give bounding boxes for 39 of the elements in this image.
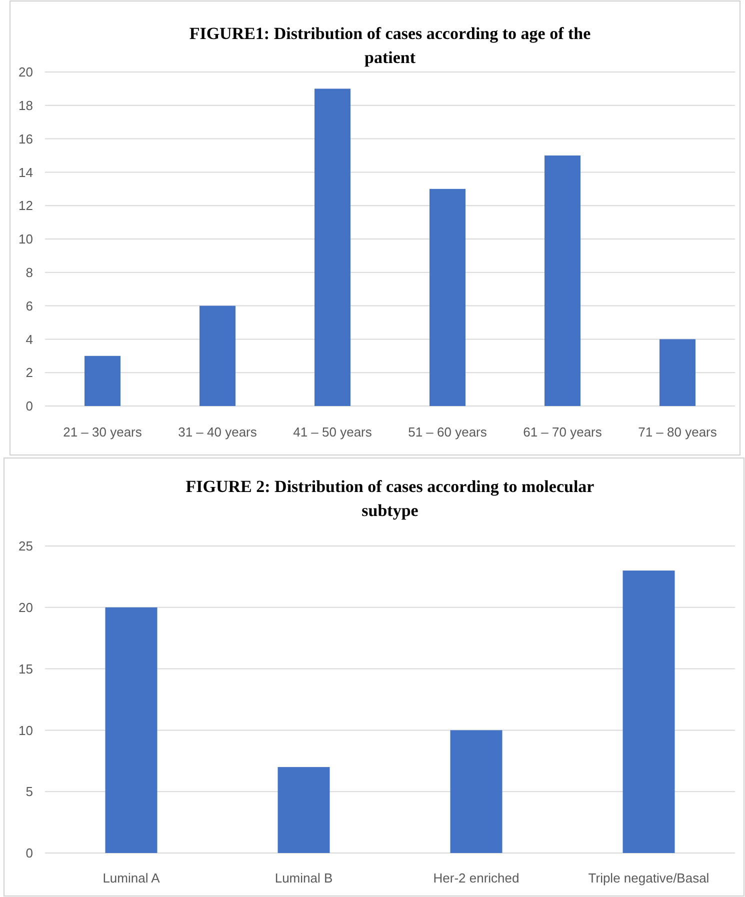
y-tick-label: 4 bbox=[26, 332, 33, 347]
y-tick-label: 16 bbox=[18, 131, 33, 146]
x-tick-label: Luminal A bbox=[102, 870, 160, 886]
y-tick-label: 0 bbox=[26, 846, 33, 861]
x-tick-label: 31 – 40 years bbox=[178, 424, 258, 440]
chart-title: FIGURE1: Distribution of cases according to age of the patient bbox=[189, 24, 592, 67]
y-tick-label: 6 bbox=[26, 298, 33, 314]
x-tick-label: 71 – 80 years bbox=[638, 424, 718, 440]
y-tick-label: 14 bbox=[18, 164, 33, 180]
chart-title: FIGURE 2: Distribution of cases according to molecular subtype bbox=[186, 477, 595, 520]
bar bbox=[660, 339, 696, 406]
y-tick-label: 2 bbox=[26, 365, 33, 380]
y-tick-label: 8 bbox=[26, 264, 33, 280]
y-tick-label: 15 bbox=[18, 661, 33, 676]
y-tick-label: 0 bbox=[26, 398, 33, 414]
x-tick-label: Triple negative/Basal bbox=[588, 870, 710, 886]
bar bbox=[200, 306, 236, 406]
x-tick-label: 21 – 30 years bbox=[63, 424, 142, 440]
y-tick-label: 12 bbox=[18, 198, 33, 214]
y-tick-label: 5 bbox=[26, 784, 33, 800]
bar bbox=[544, 156, 580, 406]
y-tick-label: 20 bbox=[18, 600, 33, 615]
bar bbox=[450, 730, 502, 853]
y-tick-label: 20 bbox=[18, 64, 33, 80]
x-tick-label: Her-2 enriched bbox=[433, 870, 520, 886]
x-tick-label: Luminal B bbox=[274, 870, 333, 886]
y-tick-label: 25 bbox=[18, 538, 33, 554]
bar bbox=[622, 570, 675, 853]
x-tick-label: 51 – 60 years bbox=[408, 424, 488, 440]
bar bbox=[278, 767, 330, 853]
bar bbox=[105, 607, 158, 853]
y-tick-label: 18 bbox=[18, 98, 33, 113]
bar bbox=[84, 356, 120, 406]
x-tick-label: 41 – 50 years bbox=[293, 424, 372, 440]
bar bbox=[314, 88, 350, 406]
y-tick-label: 10 bbox=[18, 722, 33, 738]
x-tick-label: 61 – 70 years bbox=[523, 424, 602, 440]
bar bbox=[430, 188, 466, 406]
y-tick-label: 10 bbox=[18, 232, 33, 247]
